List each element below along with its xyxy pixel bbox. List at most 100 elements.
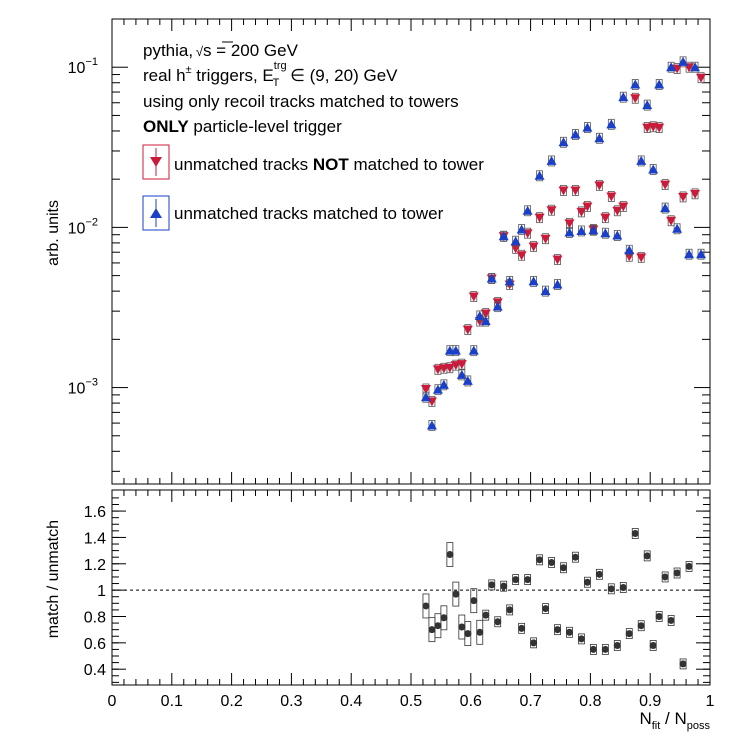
data-point (612, 230, 623, 240)
data-point (631, 529, 639, 537)
data-point (618, 202, 629, 212)
data-point (530, 639, 538, 647)
data-point (565, 628, 573, 636)
x-tick-label: 0.1 (161, 693, 183, 710)
data-point (672, 223, 683, 233)
data-point (450, 361, 461, 371)
data-point (582, 122, 593, 132)
data-point (618, 92, 629, 102)
data-point (570, 186, 581, 196)
data-point (696, 73, 707, 83)
data-point (522, 205, 533, 215)
top-y-tick-label: 10−1 (68, 56, 98, 77)
data-point (470, 597, 478, 605)
data-point (558, 137, 569, 147)
data-point (619, 584, 627, 591)
data-point (678, 192, 689, 202)
data-point (630, 79, 641, 89)
x-tick-label: 0.9 (639, 693, 661, 710)
data-point (679, 660, 687, 668)
data-point (564, 227, 575, 237)
data-point (534, 213, 545, 223)
x-tick-label: 0.7 (519, 693, 541, 710)
data-point (498, 231, 509, 241)
data-point (438, 379, 449, 389)
data-point (582, 202, 593, 212)
data-point (576, 207, 587, 217)
data-point (516, 251, 527, 261)
data-point (524, 576, 532, 584)
data-point (428, 626, 436, 634)
data-point (468, 292, 479, 302)
data-point (606, 192, 617, 202)
data-point (446, 551, 454, 559)
data-point (690, 62, 701, 72)
bottom-y-tick-label: 1.6 (84, 504, 106, 521)
data-point (504, 276, 515, 286)
data-point (422, 602, 430, 610)
data-point (438, 364, 449, 374)
data-point (684, 249, 695, 259)
data-point (690, 189, 701, 199)
data-point (468, 345, 479, 355)
data-point (476, 628, 484, 636)
data-point (660, 203, 671, 213)
annotation-text: pythia, √s = 200 GeV real h± triggers, E… (143, 41, 459, 136)
x-tick-label: 0.6 (460, 693, 482, 710)
top-y-axis-label: arb. units (45, 200, 62, 266)
data-point (636, 155, 647, 165)
data-point (624, 252, 635, 262)
data-point (601, 645, 609, 653)
x-tick-label: 0.2 (220, 693, 242, 710)
data-point (434, 622, 442, 630)
data-point (606, 119, 617, 129)
data-point (546, 206, 557, 216)
bottom-y-tick-label: 0.6 (84, 636, 106, 653)
annotation-line-1: pythia, √s = 200 GeV (143, 41, 299, 60)
data-point (500, 582, 508, 590)
bottom-axis-ticks: 0 0.1 0.2 0.3 0.4 0.5 0.6 0.7 0.8 0.9 1 0.4 0.6 0.8 1 1… (84, 490, 715, 710)
data-point (666, 216, 677, 226)
data-point (518, 624, 526, 632)
data-point (642, 100, 653, 110)
data-point (636, 253, 647, 263)
data-point (546, 155, 557, 165)
data-point (480, 316, 491, 326)
data-point (552, 255, 563, 265)
data-point (458, 623, 466, 631)
data-point (564, 219, 575, 229)
data-point (506, 606, 514, 614)
data-point (673, 569, 681, 577)
legend-marker-box-blue (142, 195, 170, 231)
data-point (589, 645, 597, 653)
data-point (570, 129, 581, 139)
data-point (613, 641, 621, 649)
x-tick-label: 0.3 (280, 693, 302, 710)
data-point (488, 581, 496, 589)
data-point (655, 612, 663, 620)
data-point (426, 420, 437, 430)
data-point (630, 94, 641, 104)
bottom-y-tick-label: 0.4 (84, 662, 106, 679)
data-point (440, 614, 448, 622)
legend-marker-box-red (142, 144, 170, 180)
data-point (444, 363, 455, 373)
data-point (456, 369, 467, 379)
data-point (654, 79, 665, 89)
data-point (482, 611, 490, 619)
legend-label-blue: unmatched tracks matched to tower (174, 204, 444, 223)
bottom-y-axis-label: match / unmatch (45, 520, 62, 638)
data-point (637, 622, 645, 630)
top-y-tick-label: 10−3 (68, 377, 98, 398)
data-point (486, 273, 497, 283)
x-tick-label: 0.5 (400, 693, 422, 710)
data-point (667, 616, 675, 624)
data-point (510, 236, 521, 246)
series-matched (420, 56, 707, 431)
data-point (612, 206, 623, 216)
data-point (548, 558, 556, 566)
bottom-y-tick-label: 0.8 (84, 609, 106, 626)
data-point (642, 123, 653, 133)
data-point (576, 225, 587, 235)
